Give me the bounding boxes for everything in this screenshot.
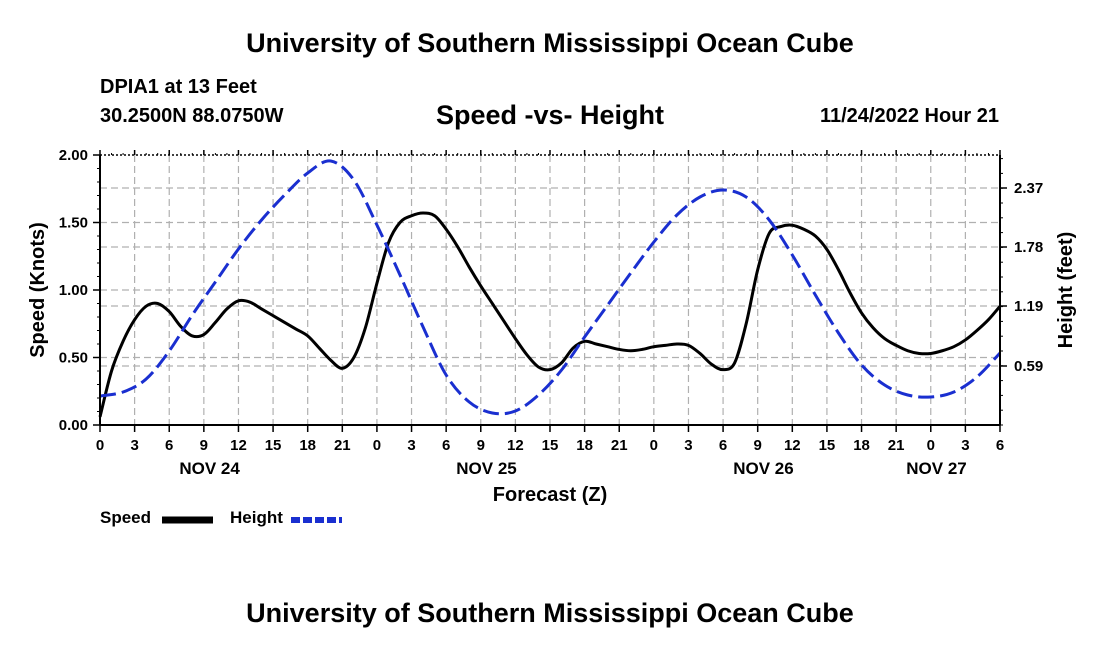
y-tick-label: 1.50: [59, 215, 88, 232]
x-tick-label: 18: [299, 437, 316, 454]
x-tick-label: 6: [442, 437, 450, 454]
y-tick-label: 1.00: [59, 282, 88, 299]
date-label: NOV 25: [456, 459, 516, 478]
y2-tick-label: 2.37: [1014, 180, 1043, 197]
date-label: NOV 26: [733, 459, 793, 478]
forecast-datetime: 11/24/2022 Hour 21: [819, 105, 999, 127]
x-tick-label: 6: [719, 437, 727, 454]
y-tick-label: 2.00: [59, 147, 88, 164]
y-tick-label: 0.00: [59, 417, 88, 434]
x-tick-label: 0: [373, 437, 381, 454]
x-tick-label: 9: [477, 437, 485, 454]
x-tick-label: 12: [507, 437, 524, 454]
date-label: NOV 24: [179, 459, 240, 478]
x-tick-label: 12: [784, 437, 801, 454]
y2-axis-title: Height (feet): [1055, 232, 1077, 349]
x-tick-label: 21: [888, 437, 905, 454]
legend-speed-label: Speed: [100, 508, 152, 527]
y2-tick-label: 0.59: [1014, 358, 1043, 375]
chart-title: Speed -vs- Height: [435, 100, 665, 130]
height-series-line: [99, 159, 1002, 416]
x-tick-label: 6: [165, 437, 173, 454]
x-tick-label: 12: [230, 437, 247, 454]
x-tick-label: 21: [611, 437, 628, 454]
x-tick-label: 0: [650, 437, 658, 454]
x-tick-label: 21: [334, 437, 351, 454]
y-axis-title: Speed (Knots): [27, 222, 49, 358]
station-label: DPIA1 at 13 Feet: [100, 76, 257, 98]
x-tick-label: 9: [200, 437, 208, 454]
x-tick-label: 15: [819, 437, 836, 454]
x-tick-label: 18: [853, 437, 870, 454]
x-tick-label: 3: [407, 437, 415, 454]
y2-tick-label: 1.19: [1014, 298, 1043, 315]
y-tick-label: 0.50: [59, 350, 88, 367]
legend-speed-swatch: [162, 516, 213, 524]
x-tick-label: 0: [927, 437, 935, 454]
x-tick-label: 15: [542, 437, 559, 454]
x-tick-label: 9: [754, 437, 762, 454]
y2-tick-label: 1.78: [1014, 239, 1043, 256]
footer-title: University of Southern Mississippi Ocean…: [246, 598, 854, 628]
speed-series-line: [98, 211, 1002, 418]
station-coords: 30.2500N 88.0750W: [100, 105, 284, 127]
x-tick-label: 3: [130, 437, 138, 454]
legend-height-swatch: [291, 517, 342, 523]
x-tick-label: 3: [684, 437, 692, 454]
x-tick-label: 6: [996, 437, 1004, 454]
x-axis-title: Forecast (Z): [493, 484, 607, 506]
legend-height-label: Height: [230, 508, 283, 527]
page-title: University of Southern Mississippi Ocean…: [246, 28, 854, 58]
x-tick-label: 3: [961, 437, 969, 454]
x-tick-label: 15: [265, 437, 282, 454]
x-tick-label: 0: [96, 437, 104, 454]
x-tick-label: 18: [576, 437, 593, 454]
date-label: NOV 27: [906, 459, 966, 478]
